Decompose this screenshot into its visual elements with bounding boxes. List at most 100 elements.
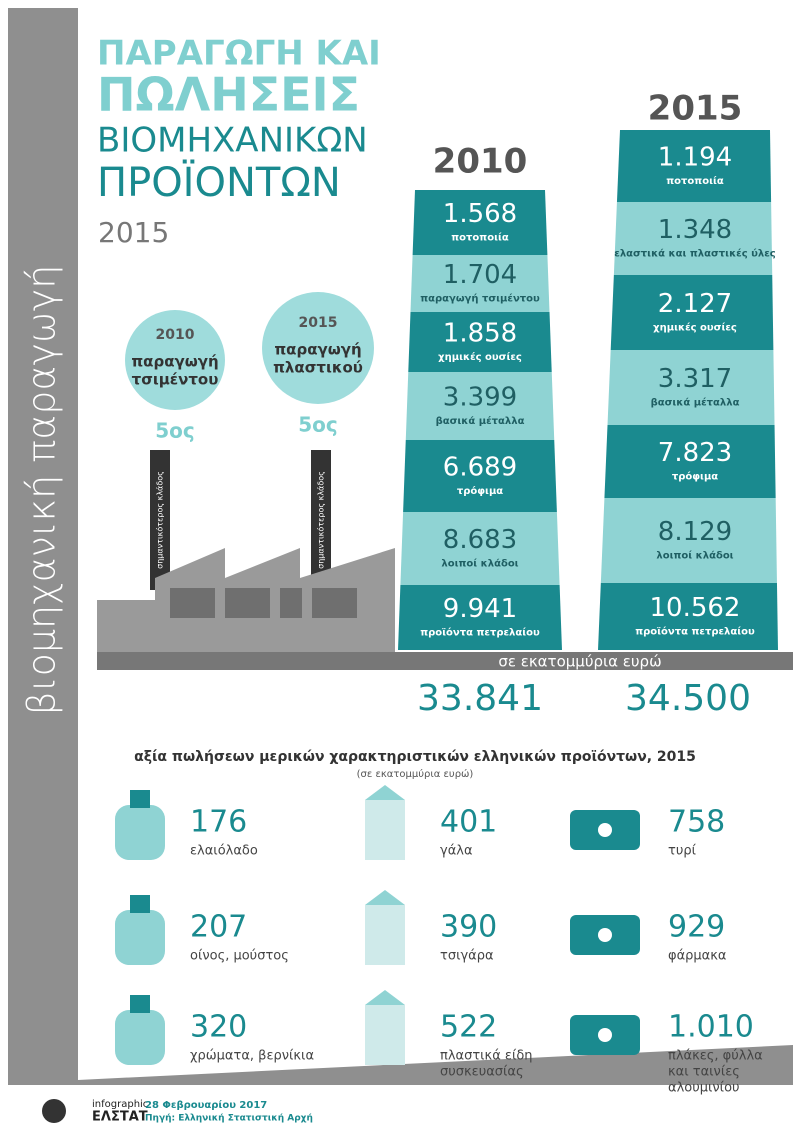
segment-value: 1.194 — [658, 143, 732, 173]
item-value: 758 — [668, 805, 725, 840]
item-label: χρώματα, βερνίκια — [190, 1049, 314, 1064]
item-label: τυρί — [668, 844, 697, 859]
sales-subtitle: (σε εκατομμύρια ευρώ) — [357, 768, 474, 780]
segment-value: 1.858 — [443, 319, 517, 349]
rank: 5ος — [298, 413, 338, 437]
circle-label: τσιμέντου — [132, 371, 219, 389]
segment-value: 6.689 — [443, 453, 517, 483]
window — [280, 588, 302, 618]
brand: ΕΛΣΤΑΤ — [92, 1110, 148, 1125]
icon — [365, 990, 405, 1065]
rank: 5ος — [155, 419, 195, 443]
segment-label: λοιποί κλάδοι — [441, 558, 518, 570]
segment-label: προϊόντα πετρελαίου — [420, 627, 540, 639]
title-line: ΒΙΟΜΗΧΑΝΙΚΩΝ — [97, 121, 368, 161]
column-total: 33.841 — [417, 678, 543, 719]
circle-label: παραγωγή — [274, 341, 361, 359]
segment-value: 8.129 — [658, 517, 732, 547]
segment-label: ποτοποιία — [666, 175, 724, 187]
segment-label: λοιποί κλάδοι — [656, 550, 733, 562]
window — [170, 588, 215, 618]
item-label: γάλα — [440, 844, 473, 859]
icon-shape — [598, 823, 612, 837]
icon-shape — [365, 1005, 405, 1065]
item-label: ελαιόλαδο — [190, 844, 258, 859]
segment-label: τρόφιμα — [672, 471, 718, 483]
item-label: πλάκες, φύλλα — [668, 1049, 763, 1064]
item-value: 176 — [190, 805, 247, 840]
segment-value: 1.348 — [658, 215, 732, 245]
chimney-label: σημαντικότερος κλάδος — [155, 471, 165, 569]
segment-value: 8.683 — [443, 525, 517, 555]
segment-value: 1.704 — [443, 260, 517, 290]
icon-shape — [598, 1028, 612, 1042]
icon-shape — [115, 805, 165, 860]
icon-shape — [130, 790, 150, 808]
chimney-label: σημαντικότερος κλάδος — [316, 471, 326, 569]
segment-label: χημικές ουσίες — [438, 351, 522, 363]
item-value: 1.010 — [668, 1010, 754, 1045]
item-label: συσκευασίας — [440, 1065, 524, 1080]
segment-value: 1.568 — [443, 199, 517, 229]
segment-value: 10.562 — [650, 593, 741, 623]
icon-shape — [365, 905, 405, 965]
item-value: 929 — [668, 910, 725, 945]
item-value: 207 — [190, 910, 247, 945]
title-line: ΠΡΟΪΟΝΤΩΝ — [97, 158, 341, 206]
unit: σε εκατομμύρια ευρώ — [498, 653, 661, 671]
brand-small: infographic — [92, 1099, 148, 1110]
segment-label: προϊόντα πετρελαίου — [635, 626, 755, 638]
item-label: πλαστικά είδη — [440, 1049, 533, 1064]
icon — [365, 890, 405, 965]
icon-shape — [365, 800, 405, 860]
segment-label: ποτοποιία — [451, 232, 509, 244]
infographic: βιομηχανική παραγωγή σε εκατομμύρια ευρώ… — [0, 0, 793, 1142]
date: 28 Φεβρουαρίου 2017 — [145, 1099, 267, 1111]
segment-label: τρόφιμα — [457, 485, 503, 497]
icon-shape — [598, 928, 612, 942]
icon — [570, 915, 640, 955]
circle-year: 2015 — [299, 315, 338, 331]
segment-label: ελαστικά και πλαστικές ύλες — [614, 248, 776, 260]
item-label: φάρμακα — [668, 949, 726, 964]
segment-value: 2.127 — [658, 289, 732, 319]
segment-value: 3.317 — [658, 364, 732, 394]
segment-label: βασικά μέταλλα — [436, 415, 525, 427]
circle-year: 2010 — [156, 327, 195, 343]
icon — [570, 1015, 640, 1055]
column-year: 2015 — [648, 89, 743, 129]
item-value: 522 — [440, 1010, 497, 1045]
icon-shape — [115, 1010, 165, 1065]
column-total: 34.500 — [625, 678, 751, 719]
title-line: ΠΩΛΗΣΕΙΣ — [97, 68, 360, 122]
ground — [97, 652, 793, 670]
item-label: οίνος, μούστος — [190, 949, 289, 964]
column-year: 2010 — [433, 142, 528, 182]
icon — [365, 785, 405, 860]
circle-label: πλαστικού — [273, 359, 363, 377]
page: βιομηχανική παραγωγή σε εκατομμύρια ευρώ… — [0, 0, 793, 1142]
sidebar-text: βιομηχανική παραγωγή — [20, 265, 64, 716]
item-value: 390 — [440, 910, 497, 945]
icon — [570, 810, 640, 850]
segment-value: 9.941 — [443, 594, 517, 624]
segment-value: 7.823 — [658, 438, 732, 468]
title: ΠΑΡΑΓΩΓΗ ΚΑΙΠΩΛΗΣΕΙΣΒΙΟΜΗΧΑΝΙΚΩΝΠΡΟΪΟΝΤΩ… — [97, 34, 381, 207]
logo-icon — [42, 1099, 66, 1123]
window — [225, 588, 270, 618]
segment-label: βασικά μέταλλα — [651, 397, 740, 409]
icon-shape — [130, 895, 150, 913]
segment-value: 3.399 — [443, 383, 517, 413]
item-value: 320 — [190, 1010, 247, 1045]
window — [312, 588, 357, 618]
sales-title: αξία πωλήσεων μερικών χαρακτηριστικών ελ… — [134, 749, 696, 765]
item-label: τσιγάρα — [440, 949, 494, 964]
item-label: αλουμινίου — [668, 1081, 740, 1096]
segment-label: χημικές ουσίες — [653, 322, 737, 334]
icon-shape — [115, 910, 165, 965]
circle-label: παραγωγή — [131, 353, 218, 371]
item-label: και ταινίες — [668, 1065, 740, 1080]
icon-shape — [130, 995, 150, 1013]
segment-label: παραγωγή τσιμέντου — [420, 293, 540, 305]
source: Πηγή: Ελληνική Στατιστική Αρχή — [145, 1114, 313, 1124]
